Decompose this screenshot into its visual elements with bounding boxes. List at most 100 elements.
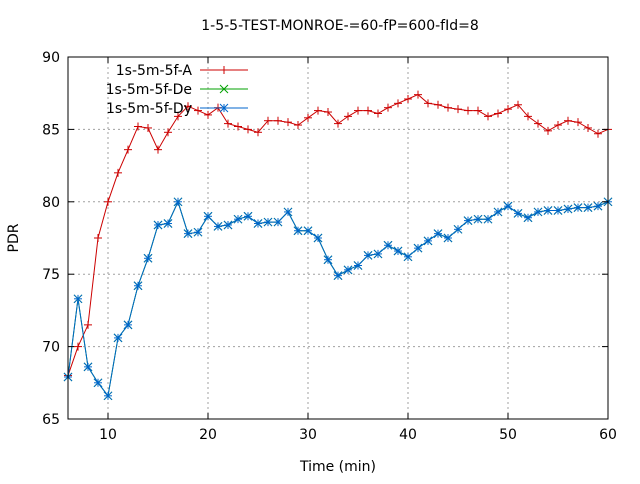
data-point xyxy=(453,224,463,234)
data-point xyxy=(244,125,252,134)
data-point xyxy=(124,145,132,154)
data-point xyxy=(153,220,163,230)
data-point xyxy=(194,106,202,115)
x-tick-label: 10 xyxy=(99,427,117,443)
data-point xyxy=(414,90,422,99)
data-point xyxy=(364,106,372,115)
data-point xyxy=(224,119,232,128)
data-point xyxy=(323,255,333,265)
data-point xyxy=(574,118,582,127)
y-axis-label: PDR xyxy=(6,223,22,252)
x-tick-label: 60 xyxy=(599,427,617,443)
data-point xyxy=(513,209,523,218)
data-point xyxy=(383,240,393,250)
legend-marker xyxy=(219,84,229,94)
data-point xyxy=(484,112,492,121)
data-point xyxy=(133,281,143,291)
data-point xyxy=(354,106,362,115)
data-point xyxy=(533,207,543,217)
data-point xyxy=(134,122,142,131)
x-tick-label: 20 xyxy=(199,427,217,443)
data-point xyxy=(284,118,292,127)
data-point xyxy=(594,129,602,138)
data-point xyxy=(333,271,343,281)
data-point xyxy=(184,102,192,111)
data-point xyxy=(503,201,513,211)
data-point xyxy=(234,122,242,131)
data-point xyxy=(274,116,282,125)
y-tick-label: 70 xyxy=(42,340,60,356)
data-point xyxy=(443,233,453,243)
x-tick-label: 40 xyxy=(399,427,417,443)
data-point xyxy=(103,391,113,401)
series-2 xyxy=(63,197,613,401)
data-point xyxy=(313,233,323,243)
data-point xyxy=(253,219,263,228)
data-point xyxy=(564,116,572,125)
data-point xyxy=(553,206,563,215)
plot-frame xyxy=(67,56,609,420)
data-point xyxy=(93,378,103,388)
data-point xyxy=(94,234,102,242)
data-point xyxy=(343,265,353,275)
data-point xyxy=(543,206,553,215)
data-point xyxy=(183,229,193,239)
data-point xyxy=(123,320,133,330)
data-point xyxy=(293,226,303,236)
data-point xyxy=(583,203,593,212)
data-point xyxy=(113,333,123,343)
data-point xyxy=(374,109,382,118)
legend: 1s-5m-5f-A 1s-5m-5f-De 1s-5m-5f-Dy xyxy=(106,63,248,117)
x-tick-label: 30 xyxy=(299,427,317,443)
series-line xyxy=(67,94,609,376)
legend-marker xyxy=(220,66,228,74)
data-point xyxy=(243,211,253,221)
data-point xyxy=(423,236,433,246)
data-point xyxy=(493,207,503,217)
data-point xyxy=(173,197,183,207)
y-tick-label: 85 xyxy=(42,122,60,138)
data-point xyxy=(104,197,112,206)
y-tick-label: 65 xyxy=(42,412,60,428)
axis-ticks: 10 20 30 40 50 60 65 70 75 80 85 90 xyxy=(42,50,617,443)
data-point xyxy=(404,94,412,103)
data-point xyxy=(384,103,392,112)
data-point xyxy=(524,112,532,121)
y-tick-label: 80 xyxy=(42,195,60,211)
data-point xyxy=(514,100,522,109)
data-point xyxy=(474,106,482,115)
data-point xyxy=(393,246,403,256)
data-point xyxy=(314,106,322,115)
data-point xyxy=(434,100,442,109)
data-point xyxy=(444,103,452,112)
data-point xyxy=(433,229,443,239)
data-point xyxy=(363,251,373,260)
data-point xyxy=(264,116,272,125)
data-point xyxy=(464,106,472,115)
x-axis-label: Time (min) xyxy=(299,459,376,475)
data-point xyxy=(203,211,213,221)
data-point xyxy=(73,294,83,304)
data-point xyxy=(154,145,162,154)
data-point xyxy=(213,222,223,231)
data-point xyxy=(294,121,302,130)
data-point xyxy=(74,342,82,351)
x-tick-label: 50 xyxy=(499,427,517,443)
data-point xyxy=(544,126,552,135)
data-point xyxy=(263,217,273,227)
data-point xyxy=(534,119,542,128)
data-point xyxy=(83,362,93,372)
chart-title: 1-5-5-TEST-MONROE-=60-fP=600-fId=8 xyxy=(201,18,478,34)
data-point xyxy=(143,253,153,263)
data-point xyxy=(473,214,483,224)
data-point xyxy=(454,105,462,114)
data-point xyxy=(164,128,172,137)
data-point xyxy=(84,320,92,329)
series-3 xyxy=(63,197,613,401)
data-point xyxy=(593,201,603,211)
data-point xyxy=(584,123,592,132)
legend-label: 1s-5m-5f-De xyxy=(106,82,192,98)
data-point xyxy=(353,261,363,270)
data-point xyxy=(144,123,152,132)
